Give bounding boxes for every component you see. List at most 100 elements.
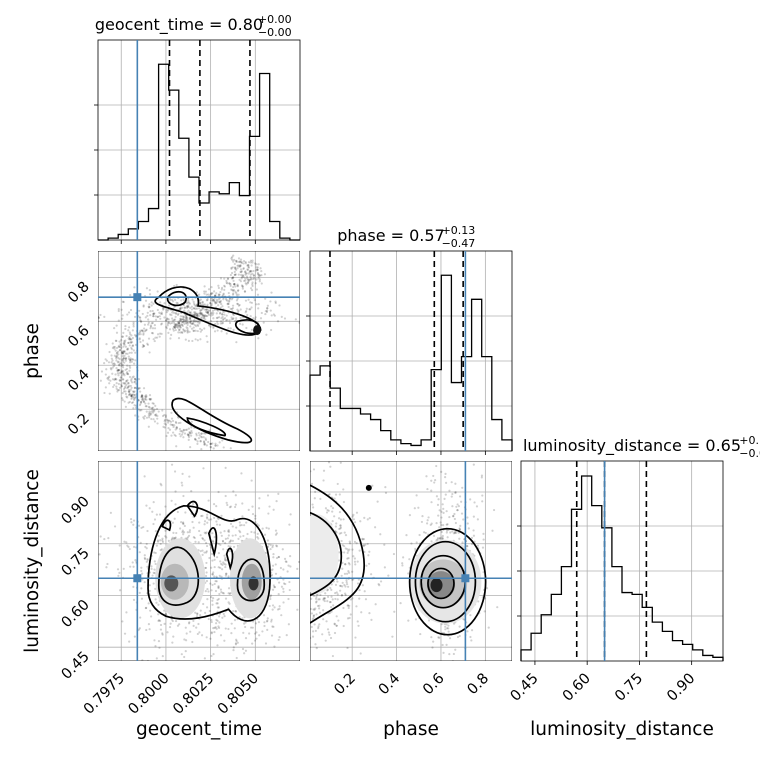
sample-point [194,338,197,341]
sample-point [191,520,194,524]
sample-point [193,314,197,317]
sample-point [326,628,330,631]
sample-point [146,342,149,345]
sample-point [252,317,255,320]
sample-point [122,352,125,355]
sample-point [196,632,199,636]
sample-point [141,339,145,342]
sample-point [247,508,250,511]
sample-point [245,521,248,524]
sample-point [147,412,151,415]
sample-point [215,627,218,630]
sample-point [317,627,320,630]
sample-point [328,493,331,496]
sample-point [200,328,204,332]
sample-point [240,260,243,263]
sample-point [114,377,117,381]
sample-point [213,536,216,539]
sample-point [113,354,116,357]
sample-point [113,362,116,365]
sample-point [109,379,112,382]
sample-point [217,542,220,545]
sample-point [472,529,475,532]
sample-point [137,332,141,335]
contour-ellipse [408,527,487,636]
sample-point [255,303,258,306]
sample-point [153,339,156,343]
sample-point [173,537,177,540]
sample-point [142,345,146,348]
sample-point [218,621,221,624]
sample-point [114,377,117,380]
sample-point [205,335,208,338]
sample-point [132,375,135,378]
sample-point [160,323,163,326]
sample-point [247,298,250,301]
sample-point [170,333,173,337]
sample-point [208,429,211,432]
sample-point [231,304,235,307]
sample-point [203,523,206,526]
sample-point [179,421,182,424]
sample-point [144,405,147,408]
sample-point [287,564,290,567]
sample-point [238,615,241,619]
sample-point [115,331,119,334]
sample-point [216,300,219,303]
sample-point [275,532,278,535]
sample-point [247,264,250,267]
sample-point [156,414,159,418]
sample-point [148,398,151,401]
sample-point [206,517,209,520]
panel-phase-luminosity_distance [310,461,512,661]
sample-point [249,261,252,264]
sample-point [217,586,220,589]
sample-point [303,543,305,545]
sample-point [144,397,147,400]
sample-point [310,505,311,507]
sample-point [236,302,239,306]
sample-point [143,330,146,333]
sample-point [233,283,236,286]
sample-point [128,336,131,339]
sample-point [218,523,221,526]
sample-point [234,534,237,537]
sample-point [138,337,141,340]
sample-point [180,481,183,484]
sample-point [153,312,156,315]
sample-point [322,598,325,601]
sample-point [245,272,248,275]
sample-point [461,541,464,544]
sample-point [366,518,369,521]
sample-point [210,589,213,592]
sample-point [324,592,327,595]
sample-point [204,438,208,441]
sample-point [235,526,238,529]
sample-point [139,316,142,319]
sample-point [167,309,170,312]
sample-point [121,300,124,303]
sample-point [121,314,124,317]
sample-point [186,318,189,322]
sample-point [243,652,246,655]
sample-point [405,534,408,537]
sample-point [111,346,115,350]
sample-point [227,528,230,532]
sample-point [199,439,202,443]
sample-point [323,597,327,600]
sample-point [228,592,231,596]
sample-point [339,524,342,527]
sample-point [189,321,192,324]
sample-point [213,575,216,578]
sample-point [138,309,141,312]
sample-point [444,476,447,479]
sample-point [125,611,128,614]
sample-point [133,315,137,318]
sample-point [377,583,380,586]
sample-point [117,368,120,372]
sample-point [116,390,119,393]
sample-point [205,571,208,574]
sample-point [220,591,223,594]
sample-point [167,318,170,321]
sample-point [115,378,118,381]
